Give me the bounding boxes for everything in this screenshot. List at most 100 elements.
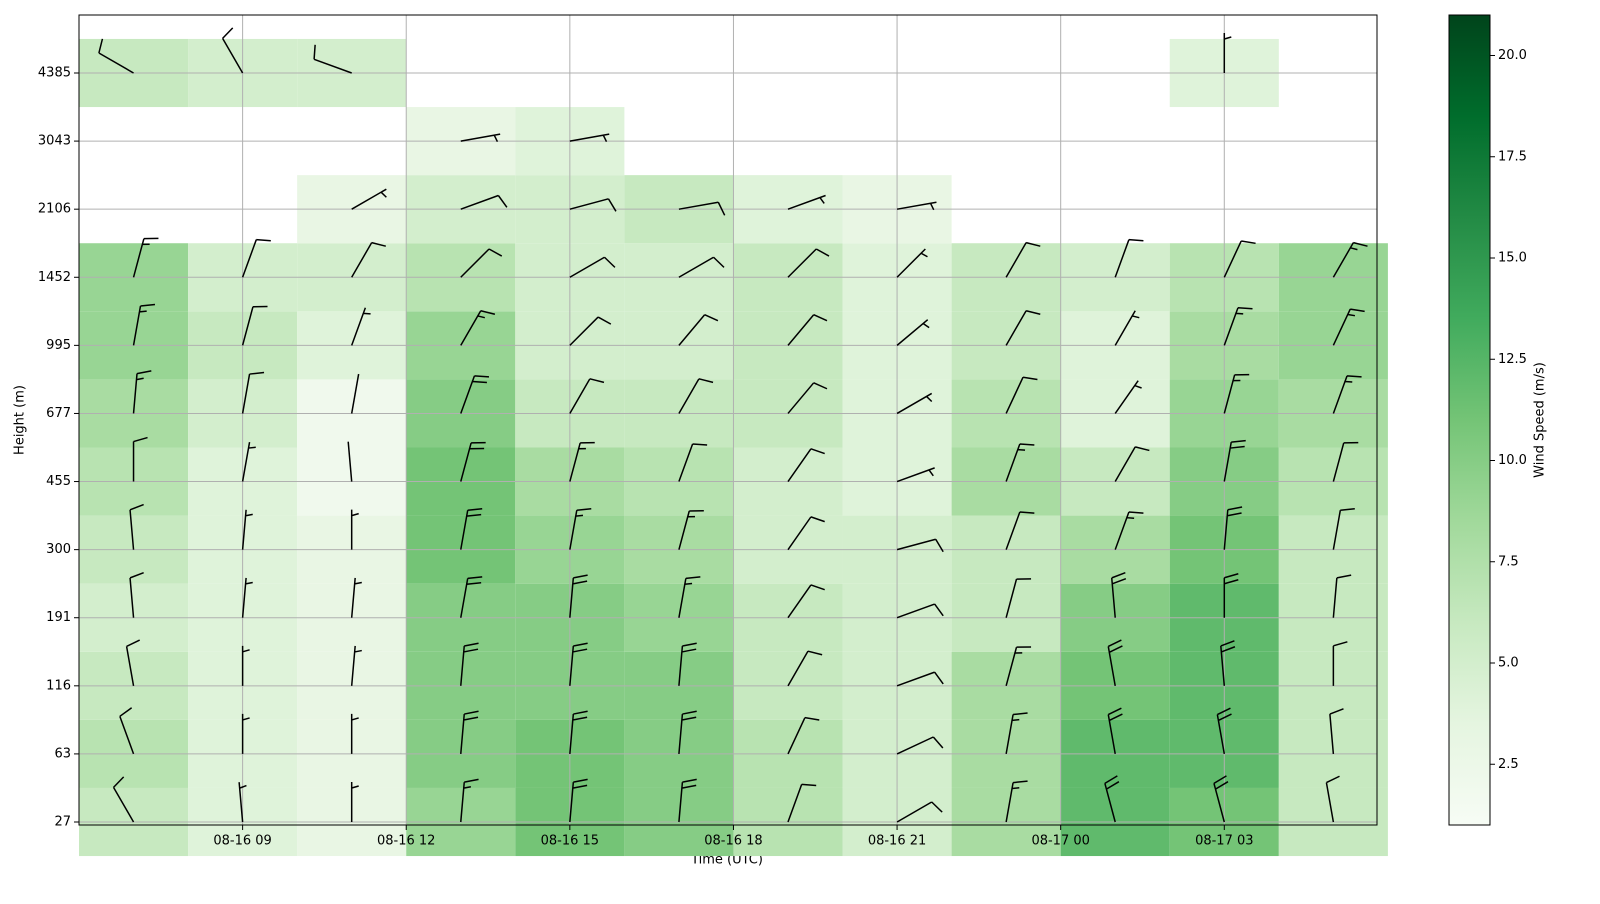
wind-barb — [569, 710, 588, 754]
wind-barb — [787, 716, 820, 755]
wind-barb — [569, 133, 610, 143]
wind-barb — [1216, 707, 1232, 755]
wind-barb — [1332, 308, 1365, 346]
wind-barb — [460, 309, 496, 346]
wind-barb — [460, 375, 490, 414]
wind-barb — [132, 370, 152, 414]
wind-barb — [460, 507, 483, 550]
wind-barb — [787, 650, 823, 687]
wind-barb — [1223, 573, 1239, 618]
y-tick-label: 27 — [54, 815, 71, 830]
wind-barb — [129, 503, 144, 550]
wind-barb — [241, 645, 250, 686]
wind-barb — [313, 44, 352, 74]
wind-barb — [1114, 310, 1140, 346]
wind-barb — [678, 201, 726, 216]
wind-barb — [1223, 307, 1253, 346]
wind-barb — [350, 307, 371, 346]
wind-barb — [1005, 241, 1041, 278]
colorbar-label: Wind Speed (m/s) — [1533, 362, 1548, 478]
wind-barb — [896, 392, 933, 415]
wind-barb — [350, 645, 362, 686]
wind-barb — [787, 516, 825, 551]
wind-barb — [896, 538, 944, 553]
x-tick-label: 08-16 15 — [541, 834, 599, 849]
wind-barb — [460, 576, 483, 618]
wind-barb — [1223, 506, 1243, 550]
wind-barb — [1220, 640, 1236, 686]
colorbar-tick-label: 20.0 — [1498, 48, 1527, 63]
wind-barb — [351, 188, 387, 210]
x-tick-label: 08-16 12 — [377, 834, 435, 849]
colorbar-tick-label: 10.0 — [1498, 453, 1527, 468]
wind-barb — [350, 577, 362, 618]
wind-barb — [241, 713, 250, 754]
wind-barb — [569, 198, 617, 212]
colorbar-tick-label: 12.5 — [1498, 352, 1527, 367]
wind-barb — [132, 303, 156, 346]
colorbar-tick-label: 17.5 — [1498, 149, 1527, 164]
wind-barb — [787, 584, 825, 619]
wind-barb — [787, 314, 828, 346]
wind-barb — [1005, 646, 1032, 687]
y-tick-label: 116 — [46, 678, 71, 693]
wind-barb — [896, 671, 944, 687]
x-tick-label: 08-17 00 — [1031, 834, 1089, 849]
wind-barb — [1110, 571, 1127, 618]
wind-barb — [98, 38, 134, 74]
wind-barb — [787, 194, 826, 210]
wind-barb — [678, 314, 719, 346]
wind-barb — [1223, 33, 1232, 73]
y-tick-label: 4385 — [38, 66, 71, 81]
wind-barb — [1329, 708, 1344, 754]
wind-barb — [125, 639, 141, 686]
wind-barb — [1213, 775, 1229, 823]
wind-barb — [1223, 240, 1256, 278]
wind-barb — [1005, 780, 1028, 823]
wind-barb — [569, 507, 592, 550]
wind-barb — [241, 509, 253, 550]
wind-barb — [1332, 641, 1348, 686]
y-tick-label: 455 — [46, 474, 71, 489]
wind-barb — [569, 441, 595, 482]
wind-barb — [1107, 707, 1123, 755]
wind-barb — [896, 248, 928, 278]
wind-barb — [569, 256, 616, 278]
colorbar-tick-label: 5.0 — [1498, 656, 1519, 671]
wind-barb — [241, 238, 271, 278]
wind-barb — [896, 736, 944, 755]
y-tick-label: 63 — [54, 746, 71, 761]
wind-barb — [241, 577, 253, 618]
wind-barb — [460, 710, 479, 754]
wind-barb — [350, 782, 359, 822]
wind-barb — [460, 194, 508, 210]
wind-barb — [1104, 775, 1120, 823]
wind-barb — [460, 778, 479, 823]
y-tick-label: 2106 — [38, 202, 71, 217]
wind-barb — [678, 642, 697, 686]
wind-barb — [678, 256, 725, 278]
wind-barb — [1005, 443, 1035, 482]
wind-barb — [460, 133, 501, 143]
wind-barb — [460, 441, 486, 482]
wind-barb — [1325, 775, 1340, 823]
wind-barb — [678, 378, 714, 414]
plot-frame — [78, 14, 1378, 826]
wind-barb — [347, 441, 353, 482]
wind-barb — [350, 373, 360, 414]
x-tick-label: 08-16 09 — [213, 834, 271, 849]
wind-barb — [1107, 639, 1123, 686]
wind-barb — [896, 201, 937, 211]
y-tick-label: 3043 — [38, 134, 71, 149]
y-tick-label: 300 — [46, 542, 71, 557]
y-tick-label: 1452 — [38, 270, 71, 285]
wind-barb — [351, 241, 386, 278]
x-tick-label: 08-16 21 — [868, 834, 926, 849]
wind-barb — [1005, 309, 1041, 346]
wind-barb — [1332, 375, 1362, 414]
wind-barb — [221, 27, 244, 74]
wind-barb — [896, 467, 935, 483]
wind-barb — [787, 382, 828, 414]
wind-barb — [1223, 373, 1250, 414]
wind-barb — [896, 319, 930, 346]
